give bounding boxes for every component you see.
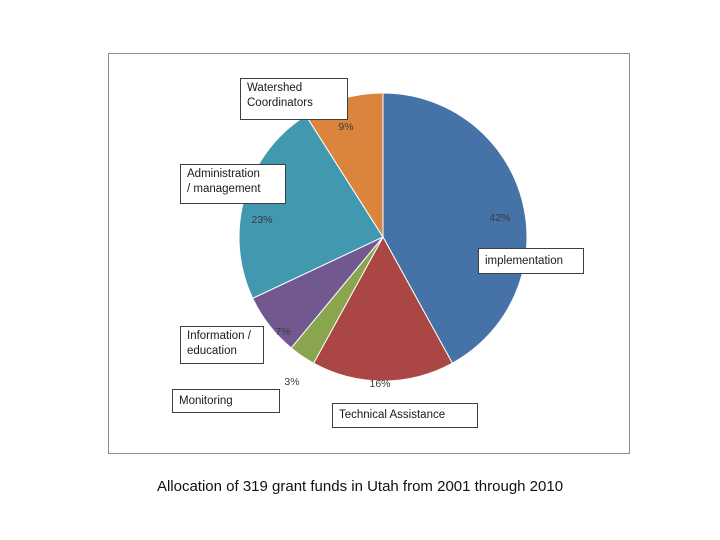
callout-watershed-line2: Coordinators [247,97,313,109]
callout-info-line1: Information / [187,330,251,342]
callout-technical-label: Technical Assistance [339,409,446,421]
pie-percent-label: 42% [489,212,510,224]
pie-percent-label: 16% [369,378,390,390]
pie-percent-label: 9% [338,121,353,133]
callout-technical-assistance: Technical Assistance [332,403,478,428]
pie-slice-implementation [382,92,528,364]
callout-implementation-label: implementation [485,255,563,267]
figure-caption: Allocation of 319 grant funds in Utah fr… [156,478,564,495]
callout-admin-line2: / management [187,183,261,195]
callout-information-education: Information / education [180,326,264,364]
callout-monitoring: Monitoring [172,389,280,413]
callout-watershed-coordinators: Watershed Coordinators [240,78,348,120]
callout-admin-line1: Administration [187,168,260,180]
pie-percent-label: 3% [284,376,299,388]
callout-implementation: implementation [478,248,584,274]
pie-percent-label: 7% [275,326,290,338]
callout-monitoring-label: Monitoring [179,395,233,407]
callout-watershed-line1: Watershed [247,82,303,94]
callout-administration: Administration / management [180,164,286,204]
pie-slice-technical-assistance [312,235,454,382]
callout-info-line2: education [187,345,237,357]
pie-percent-label: 23% [251,214,272,226]
